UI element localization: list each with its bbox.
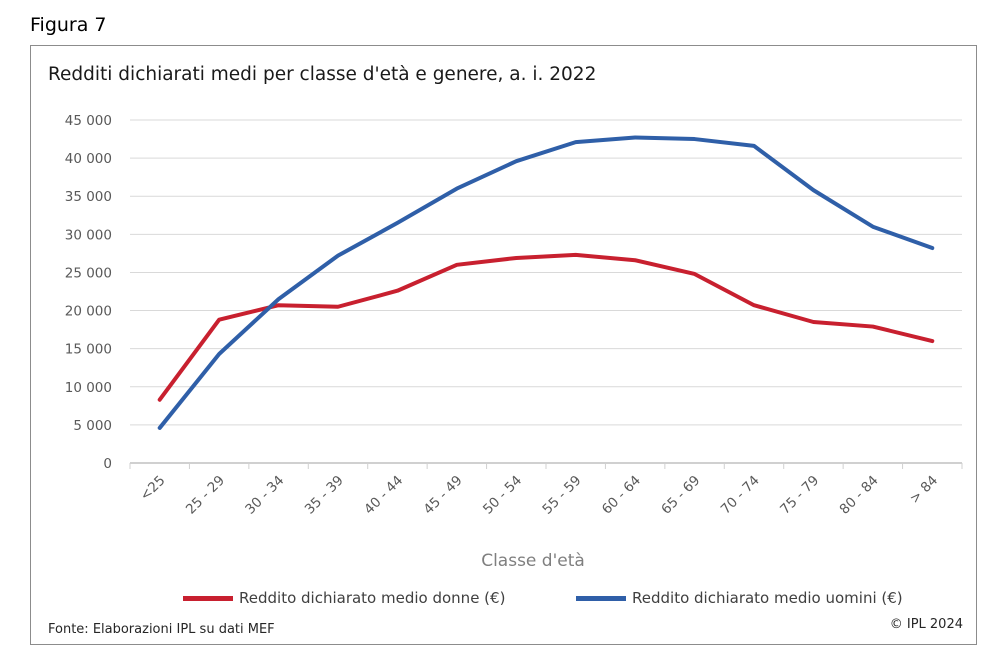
y-tick-label: 25 000 <box>65 265 112 281</box>
legend-swatch-uomini <box>576 595 626 601</box>
legend-item-uomini: Reddito dichiarato medio uomini (€) <box>576 589 903 607</box>
y-tick-label: 45 000 <box>65 113 112 129</box>
y-tick-label: 40 000 <box>65 151 112 167</box>
series-line-donne <box>157 252 935 402</box>
legend-label-donne: Reddito dichiarato medio donne (€) <box>239 589 506 607</box>
x-tick-label: 35 - 39 <box>302 473 347 518</box>
x-tick-label: <25 <box>137 473 168 504</box>
chart-frame <box>30 45 977 645</box>
x-tick-label: 65 - 69 <box>658 473 703 518</box>
source-note: Fonte: Elaborazioni IPL su dati MEF <box>48 622 275 637</box>
y-tick-label: 20 000 <box>65 304 112 320</box>
x-tick-label: 30 - 34 <box>242 473 287 518</box>
x-tick-label: 40 - 44 <box>361 473 406 518</box>
x-tick-label: 50 - 54 <box>480 473 525 518</box>
series-line-uomini <box>157 135 935 430</box>
y-tick-label: 35 000 <box>65 189 112 205</box>
x-tick-label: 80 - 84 <box>837 473 882 518</box>
legend-label-uomini: Reddito dichiarato medio uomini (€) <box>632 589 903 607</box>
y-tick-label: 5 000 <box>73 418 112 434</box>
x-tick-label: 25 - 29 <box>183 473 228 518</box>
x-tick-label: 70 - 74 <box>718 473 763 518</box>
legend-item-donne: Reddito dichiarato medio donne (€) <box>183 589 505 607</box>
y-tick-label: 0 <box>103 456 112 472</box>
x-tick-label: 45 - 49 <box>421 473 466 518</box>
y-tick-label: 30 000 <box>65 227 112 243</box>
x-tick-label: 55 - 59 <box>539 473 584 518</box>
chart-title: Redditi dichiarati medi per classe d'età… <box>48 64 597 85</box>
x-tick-label: 75 - 79 <box>777 473 822 518</box>
y-tick-label: 15 000 <box>65 342 112 358</box>
copyright: © IPL 2024 <box>889 617 963 632</box>
figure-label: Figura 7 <box>30 14 107 36</box>
y-tick-label: 10 000 <box>65 380 112 396</box>
x-tick-label: 60 - 64 <box>599 473 644 518</box>
x-axis-label: Classe d'età <box>481 551 585 571</box>
x-tick-label: > 84 <box>907 473 941 507</box>
legend-swatch-donne <box>183 595 233 601</box>
